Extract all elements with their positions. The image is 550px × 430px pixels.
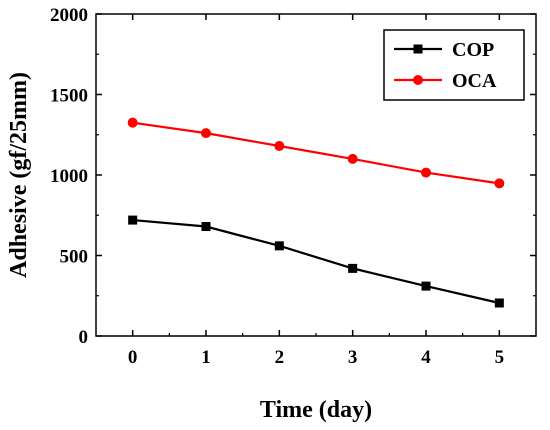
x-tick-label: 4 xyxy=(421,347,431,368)
series-line-oca xyxy=(132,121,500,185)
x-axis-title: Time (day) xyxy=(260,397,372,423)
y-tick-label: 1500 xyxy=(50,86,88,107)
y-tick-label: 0 xyxy=(79,327,89,348)
x-tick-label: 2 xyxy=(275,347,285,368)
x-tick-label: 1 xyxy=(201,347,211,368)
data-point-cop xyxy=(494,298,504,308)
series-line-cop xyxy=(132,218,500,305)
data-point-oca xyxy=(201,128,211,139)
data-point-oca xyxy=(421,167,431,178)
legend-marker-cop xyxy=(413,44,423,54)
data-point-cop xyxy=(421,281,431,291)
x-tick-label: 0 xyxy=(128,347,138,368)
x-tick-label: 5 xyxy=(495,347,505,368)
legend-label-cop: COP xyxy=(452,39,494,61)
y-axis-title: Adhesive (gf/25mm) xyxy=(6,72,32,278)
axis-ticks: 0 1 2 3 4 5 0 500 1000 1500 2000 xyxy=(50,5,536,368)
data-point-cop xyxy=(348,263,358,273)
legend-box xyxy=(383,29,525,101)
x-tick-label: 3 xyxy=(348,347,358,368)
series-layer xyxy=(127,117,505,308)
y-tick-label: 2000 xyxy=(50,5,88,26)
data-point-oca xyxy=(347,153,358,164)
legend-label-oca: OCA xyxy=(452,70,497,92)
data-point-cop xyxy=(128,215,138,225)
data-point-cop xyxy=(274,241,284,251)
data-point-cop xyxy=(201,222,211,232)
legend-marker-oca xyxy=(413,75,423,85)
data-point-oca xyxy=(494,178,505,189)
y-tick-label: 500 xyxy=(60,247,89,268)
legend: COP OCA xyxy=(383,29,525,101)
y-tick-label: 1000 xyxy=(50,166,88,187)
data-point-oca xyxy=(274,141,285,152)
data-point-oca xyxy=(127,117,138,128)
